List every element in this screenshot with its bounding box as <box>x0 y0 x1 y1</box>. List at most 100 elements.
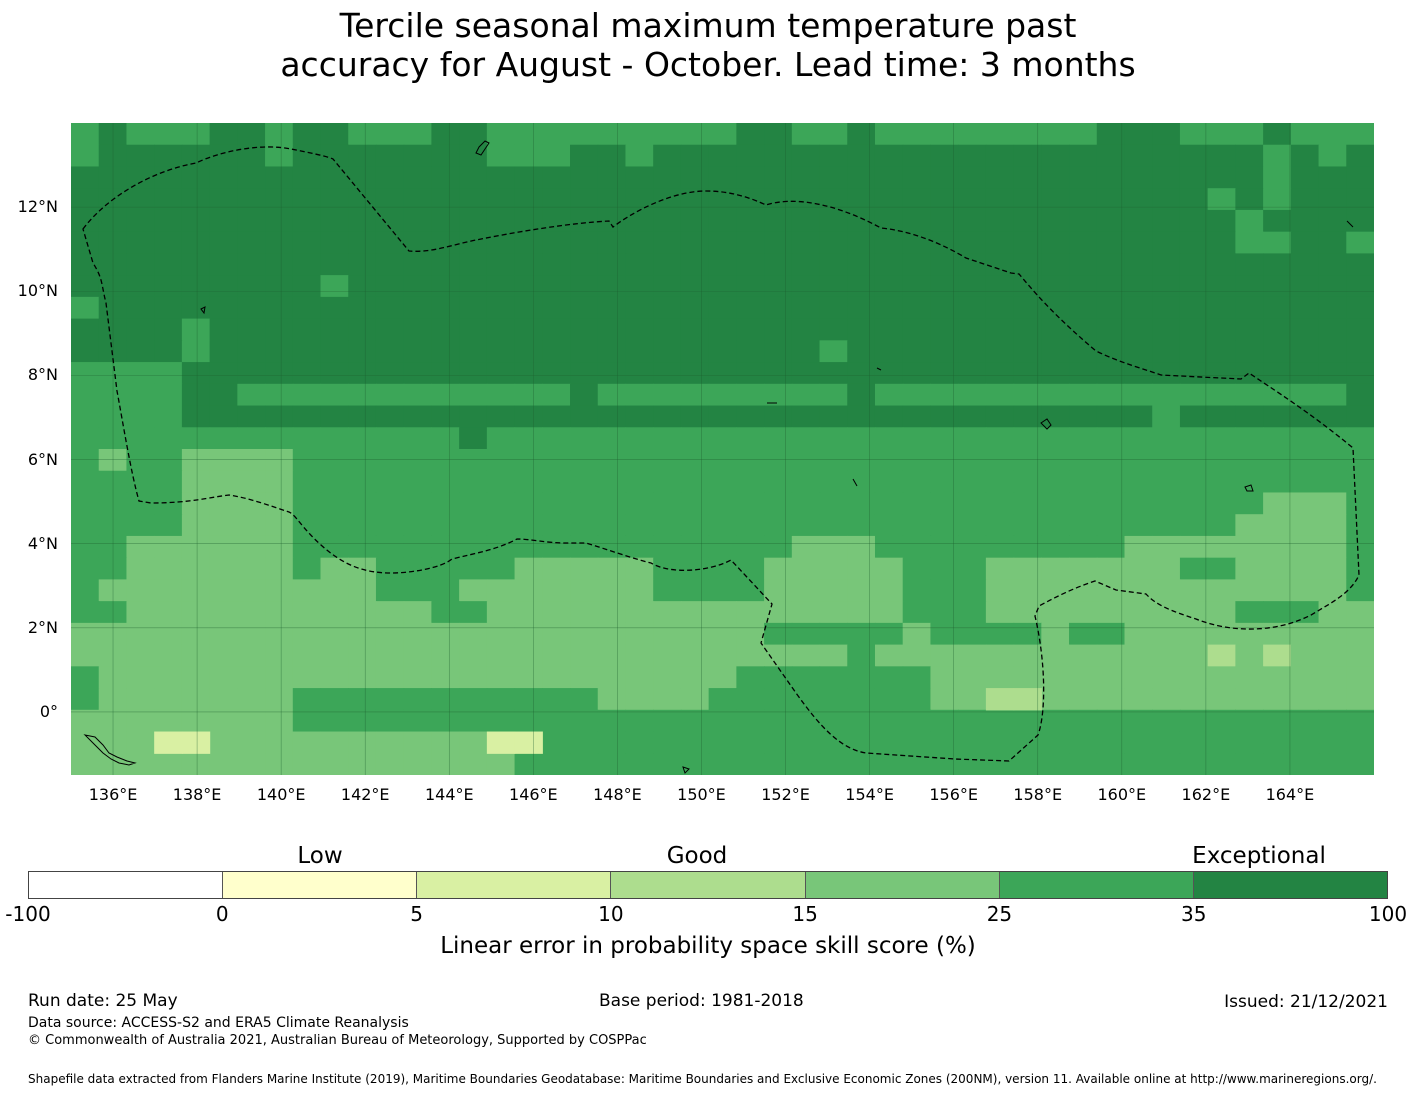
skill-cell <box>902 644 932 667</box>
skill-cell <box>542 731 571 754</box>
skill-cell <box>791 166 821 189</box>
skill-cell <box>459 362 488 385</box>
skill-cell <box>819 514 848 537</box>
skill-cell <box>847 231 876 254</box>
skill-cell <box>597 535 627 559</box>
skill-cell <box>1013 253 1042 276</box>
skill-cell <box>542 470 571 494</box>
legend-category-exceptional: Exceptional <box>1192 843 1326 869</box>
skill-cell <box>1290 644 1320 667</box>
skill-cell <box>985 427 1015 450</box>
skill-cell <box>1235 622 1264 646</box>
skill-cell <box>958 383 987 407</box>
skill-cell <box>902 405 932 428</box>
skill-cell <box>375 666 405 689</box>
issued-date: Issued: 21/12/2021 <box>1224 992 1388 1012</box>
skill-cell <box>181 405 211 428</box>
skill-cell <box>154 753 183 775</box>
skill-cell <box>514 209 543 233</box>
skill-cell <box>1152 275 1181 298</box>
skill-cell <box>1179 557 1209 580</box>
skill-cell <box>348 666 377 689</box>
skill-cell <box>237 123 266 146</box>
skill-cell <box>292 318 322 341</box>
skill-cell <box>874 622 904 646</box>
skill-cell <box>237 340 266 363</box>
skill-cell <box>1263 340 1292 363</box>
skill-cell <box>431 753 460 775</box>
skill-cell <box>680 340 710 363</box>
skill-cell <box>209 362 238 385</box>
skill-cell <box>570 253 599 276</box>
skill-cell <box>403 405 432 428</box>
skill-cell <box>819 166 848 189</box>
skill-cell <box>1069 383 1098 407</box>
skill-cell <box>1263 731 1292 754</box>
skill-cell <box>431 144 460 168</box>
skill-cell <box>736 666 765 689</box>
skill-cell <box>1346 753 1374 775</box>
skill-cell <box>570 427 599 450</box>
skill-cell <box>625 166 654 189</box>
skill-cell <box>1263 362 1292 385</box>
skill-cell <box>1290 557 1320 580</box>
skill-cell <box>1235 557 1264 580</box>
skill-cell <box>680 579 710 602</box>
skill-cell <box>819 383 848 407</box>
skill-cell <box>902 622 932 646</box>
skill-cell <box>874 535 904 559</box>
skill-cell <box>653 166 682 189</box>
skill-cell <box>181 340 211 363</box>
skill-cell <box>181 731 211 754</box>
longitude-tick-label: 146°E <box>509 785 558 804</box>
skill-cell <box>209 557 238 580</box>
skill-cell <box>1124 209 1153 233</box>
skill-cell <box>680 644 710 667</box>
skill-cell <box>653 492 682 515</box>
skill-cell <box>1152 340 1181 363</box>
skill-cell <box>958 405 987 428</box>
skill-cell <box>1041 449 1070 472</box>
skill-cell <box>209 144 238 168</box>
skill-cell <box>653 644 682 667</box>
skill-cell <box>1263 753 1292 775</box>
skill-cell <box>1207 362 1236 385</box>
skill-cell <box>930 427 959 450</box>
skill-cell <box>126 731 155 754</box>
latitude-tick-label: 2°N <box>27 617 58 637</box>
skill-cell <box>514 557 543 580</box>
island-coastlines <box>83 140 1354 774</box>
longitude-tick-label: 156°E <box>929 785 978 804</box>
skill-cell <box>459 753 488 775</box>
skill-cell <box>597 557 627 580</box>
skill-cell <box>1179 362 1209 385</box>
skill-cell <box>542 666 571 689</box>
skill-cell <box>708 579 737 602</box>
skill-cell <box>265 731 294 754</box>
skill-cell <box>403 579 432 602</box>
skill-cell <box>764 535 793 559</box>
skill-cell <box>736 144 765 168</box>
skill-cell <box>930 753 959 775</box>
skill-cell <box>431 209 460 233</box>
skill-cell <box>1263 514 1292 537</box>
skill-cell <box>625 383 654 407</box>
skill-cell <box>154 514 183 537</box>
skill-cell <box>1290 731 1320 754</box>
skill-cell <box>1346 123 1374 146</box>
skill-cell <box>1263 318 1292 341</box>
skill-cell <box>680 666 710 689</box>
skill-cell <box>1318 622 1347 646</box>
skill-cell <box>1096 449 1126 472</box>
skill-cell <box>874 557 904 580</box>
skill-cell <box>902 492 932 515</box>
skill-cell <box>1069 709 1098 733</box>
skill-cell <box>680 231 710 254</box>
skill-cell <box>1013 188 1042 211</box>
skill-cell <box>265 535 294 559</box>
skill-cell <box>847 362 876 385</box>
skill-cell <box>1318 427 1347 450</box>
skill-cell <box>1263 449 1292 472</box>
latitude-tick-label: 12°N <box>17 197 58 217</box>
skill-cell <box>1346 427 1374 450</box>
